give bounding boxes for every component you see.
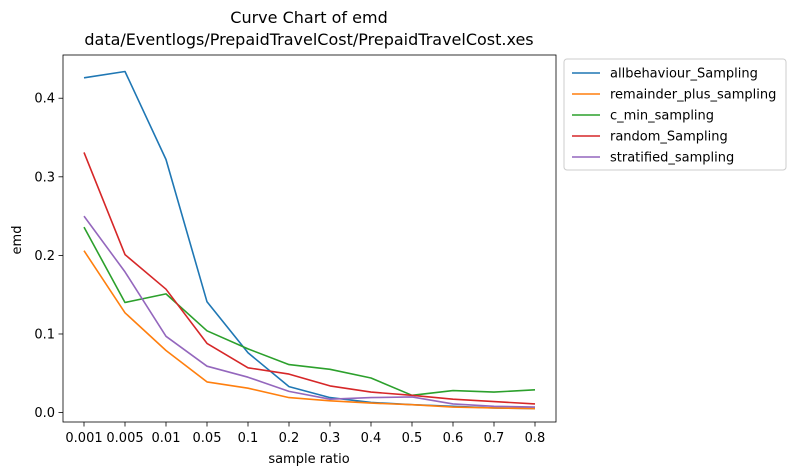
- y-tick-label: 0.0: [34, 406, 55, 421]
- series-line-c_min_sampling: [83, 226, 536, 397]
- x-tick-label: 0.4: [361, 431, 382, 446]
- y-tick-label: 0.3: [34, 170, 55, 185]
- legend-label: stratified_sampling: [610, 151, 734, 166]
- y-tick-label: 0.4: [34, 92, 55, 107]
- legend-box: [563, 58, 787, 171]
- y-axis-label: emd: [10, 226, 25, 255]
- x-axis-label: sample ratio: [268, 452, 349, 467]
- chart-title-line1: Curve Chart of emd: [230, 8, 387, 27]
- legend-label: allbehaviour_Sampling: [610, 67, 758, 82]
- series-line-random_Sampling: [83, 152, 536, 405]
- x-tick-label: 0.8: [525, 431, 546, 446]
- x-tick-label: 0.7: [484, 431, 505, 446]
- x-tick-label: 0.5: [402, 431, 423, 446]
- x-tick-label: 0.3: [320, 431, 341, 446]
- chart-title-line2: data/Eventlogs/PrepaidTravelCost/Prepaid…: [84, 30, 533, 49]
- x-axis-ticks: 0.001 0.005 0.01 0.05 0.1 0.2 0.3 0.4 0.5 0.6 0.7 0…: [65, 422, 545, 446]
- series-layer: [83, 70, 536, 410]
- x-tick-label: 0.001: [65, 431, 102, 446]
- x-tick-label: 0.01: [152, 431, 181, 446]
- y-tick-label: 0.1: [34, 327, 55, 342]
- x-tick-label: 0.05: [193, 431, 222, 446]
- legend-label: c_min_sampling: [610, 109, 714, 124]
- series-line-allbehaviour_Sampling: [83, 70, 536, 410]
- x-tick-label: 0.2: [279, 431, 300, 446]
- series-line-stratified_sampling: [83, 215, 536, 408]
- legend-label: random_Sampling: [610, 130, 728, 145]
- x-tick-label: 0.005: [106, 431, 143, 446]
- x-tick-label: 0.1: [238, 431, 259, 446]
- legend: allbehaviour_Sampling remainder_plus_samp…: [563, 58, 787, 171]
- y-tick-label: 0.2: [34, 249, 55, 264]
- legend-label: remainder_plus_sampling: [610, 88, 776, 103]
- y-axis-ticks: 0.0 0.1 0.2 0.3 0.4: [34, 92, 63, 421]
- plot-frame: [62, 54, 557, 423]
- plot-area: [62, 54, 557, 423]
- series-line-remainder_plus_sampling: [83, 250, 536, 410]
- x-tick-label: 0.6: [443, 431, 464, 446]
